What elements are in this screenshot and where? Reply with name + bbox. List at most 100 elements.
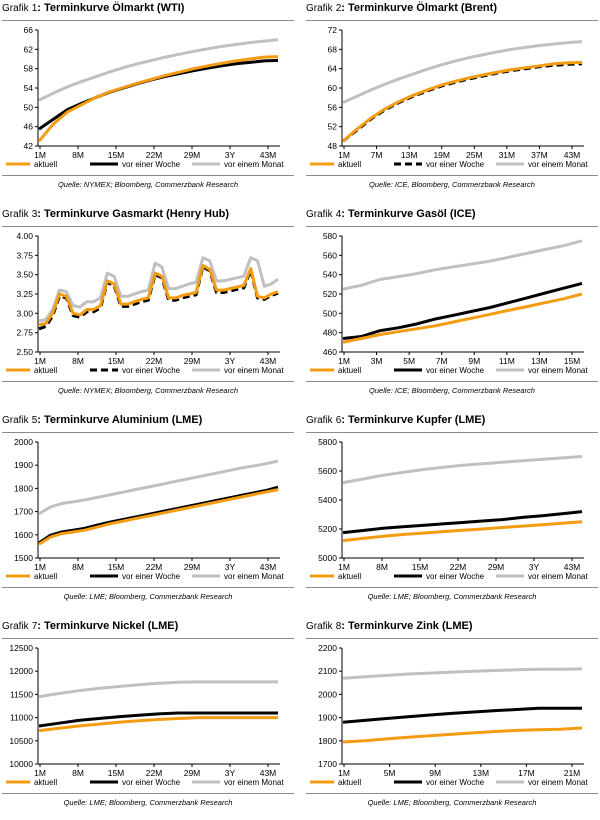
axes: 1500 1600 1700 1800 1900 2000 1M 8M 15M 22M 29M 3Y 4…	[14, 437, 280, 572]
chart-title-text: Terminkurve Zink (LME)	[348, 620, 473, 632]
x-tick-label: 29M	[184, 356, 201, 366]
x-tick-label: 1M	[34, 768, 46, 778]
y-tick-label: 500	[323, 308, 337, 318]
x-tick-label: 43M	[260, 768, 277, 778]
y-tick-label: 5600	[318, 466, 337, 476]
chart-number: Grafik	[2, 3, 29, 14]
x-tick-label: 31M	[499, 150, 516, 160]
series-line-aktuell	[342, 520, 583, 543]
legend: aktuell vor einer Woche vor einem Monat	[310, 160, 588, 169]
x-tick-label: 1M	[338, 150, 350, 160]
axes: 5000 5200 5400 5600 5800 1M 8M 15M 22M 29M 3Y 43M	[318, 437, 584, 572]
legend-label-monat: vor einem Monat	[224, 778, 284, 787]
x-tick-label: 17M	[518, 768, 535, 778]
chart-number: Grafik	[2, 209, 29, 220]
y-tick-label: 1800	[14, 483, 33, 493]
x-tick-label: 1M	[338, 356, 350, 366]
legend-label-woche: vor einer Woche	[122, 572, 181, 581]
chart-number-value: 4	[335, 209, 342, 220]
series-line-woche	[342, 510, 583, 535]
legend: aktuell vor einer Woche vor einem Monat	[6, 366, 284, 375]
x-tick-label: 8M	[72, 562, 84, 572]
legend: aktuell vor einer Woche vor einem Monat	[6, 160, 284, 169]
y-tick-label: 46	[24, 122, 34, 132]
x-tick-label: 13M	[531, 356, 548, 366]
x-tick-label: 9M	[468, 356, 480, 366]
divider	[2, 175, 294, 176]
y-tick-label: 2100	[318, 666, 337, 676]
x-tick-label: 15M	[108, 150, 125, 160]
chart-title: Grafik 7: Terminkurve Nickel (LME)	[2, 620, 179, 632]
source-note: Quelle: ICE, Bloomberg, Commerzbank Rese…	[369, 180, 535, 189]
chart-number: Grafik	[306, 415, 333, 426]
series-line-monat	[38, 680, 278, 699]
chart-svg: 2.50 2.75 3.00 3.25 3.50 3.75 4.00 1M 8M 15M 22M 29…	[6, 231, 284, 375]
divider	[2, 432, 294, 433]
series-line-monat	[342, 40, 583, 104]
divider	[2, 638, 294, 639]
chart-number: Grafik	[2, 415, 29, 426]
x-tick-label: 3Y	[225, 768, 236, 778]
divider	[2, 20, 294, 21]
x-tick-label: 13M	[473, 768, 490, 778]
chart-number-value: 2	[335, 3, 342, 14]
chart-number: Grafik	[306, 621, 333, 632]
x-tick-label: 15M	[108, 768, 125, 778]
chart-title: Grafik 5: Terminkurve Aluminium (LME)	[2, 414, 203, 426]
x-tick-label: 25M	[466, 150, 483, 160]
chart-panel-2: Grafik 2: Terminkurve Ölmarkt (Brent) Que…	[306, 2, 598, 202]
series-line-monat	[342, 455, 583, 485]
x-tick-label: 29M	[184, 768, 201, 778]
legend-label-aktuell: aktuell	[338, 160, 361, 169]
x-tick-label: 15M	[108, 356, 125, 366]
x-tick-label: 1M	[34, 562, 46, 572]
x-tick-label: 19M	[433, 150, 450, 160]
x-tick-label: 7M	[436, 356, 448, 366]
x-tick-label: 22M	[146, 562, 163, 572]
x-tick-label: 43M	[260, 356, 277, 366]
series-line-woche	[38, 58, 279, 131]
y-tick-label: 12500	[9, 643, 33, 653]
chart-svg: 10000 10500 11000 11500 12000 12500 1M 8M 15M 22M…	[6, 643, 284, 787]
chart-title: Grafik 2: Terminkurve Ölmarkt (Brent)	[306, 2, 497, 14]
y-tick-label: 480	[323, 328, 337, 338]
x-tick-label: 7M	[371, 150, 383, 160]
y-tick-label: 2.50	[16, 347, 33, 357]
chart-number: Grafik	[306, 209, 333, 220]
legend-label-monat: vor einem Monat	[528, 160, 588, 169]
y-tick-label: 2200	[318, 643, 337, 653]
axes: 2.50 2.75 3.00 3.25 3.50 3.75 4.00 1M 8M 15M 22M 29…	[16, 231, 280, 366]
y-tick-label: 2.75	[16, 328, 33, 338]
y-tick-label: 68	[328, 44, 338, 54]
chart-title-text: Terminkurve Gasöl (ICE)	[348, 208, 476, 220]
chart-panel-6: Grafik 6: Terminkurve Kupfer (LME) Quelle…	[306, 414, 598, 614]
y-tick-label: 56	[328, 102, 338, 112]
legend-label-aktuell: aktuell	[34, 160, 57, 169]
x-tick-label: 15M	[412, 562, 429, 572]
x-tick-label: 15M	[108, 562, 125, 572]
x-tick-label: 8M	[376, 562, 388, 572]
series-line-aktuell	[342, 726, 583, 744]
y-tick-label: 50	[24, 102, 34, 112]
legend-label-woche: vor einer Woche	[426, 572, 485, 581]
x-tick-label: 8M	[72, 356, 84, 366]
legend-label-aktuell: aktuell	[338, 572, 361, 581]
x-tick-label: 43M	[564, 562, 581, 572]
y-tick-label: 1700	[318, 759, 337, 769]
chart-panel-5: Grafik 5: Terminkurve Aluminium (LME) Que…	[2, 414, 294, 614]
x-tick-label: 3M	[371, 356, 383, 366]
axes: 1700 1800 1900 2000 2100 2200 1M 5M 9M 13M 17M 21M	[318, 643, 584, 778]
chart-title-text: Terminkurve Aluminium (LME)	[44, 414, 203, 426]
legend-label-monat: vor einem Monat	[224, 160, 284, 169]
legend-label-woche: vor einer Woche	[426, 778, 485, 787]
x-tick-label: 29M	[184, 150, 201, 160]
y-tick-label: 1600	[14, 530, 33, 540]
x-tick-label: 8M	[72, 150, 84, 160]
series-line-woche	[38, 485, 279, 545]
chart-title: Grafik 3: Terminkurve Gasmarkt (Henry Hu…	[2, 208, 230, 220]
chart-title-text: Terminkurve Ölmarkt (Brent)	[348, 2, 497, 14]
legend-label-woche: vor einer Woche	[122, 160, 181, 169]
y-tick-label: 5400	[318, 495, 337, 505]
legend-label-woche: vor einer Woche	[426, 160, 485, 169]
